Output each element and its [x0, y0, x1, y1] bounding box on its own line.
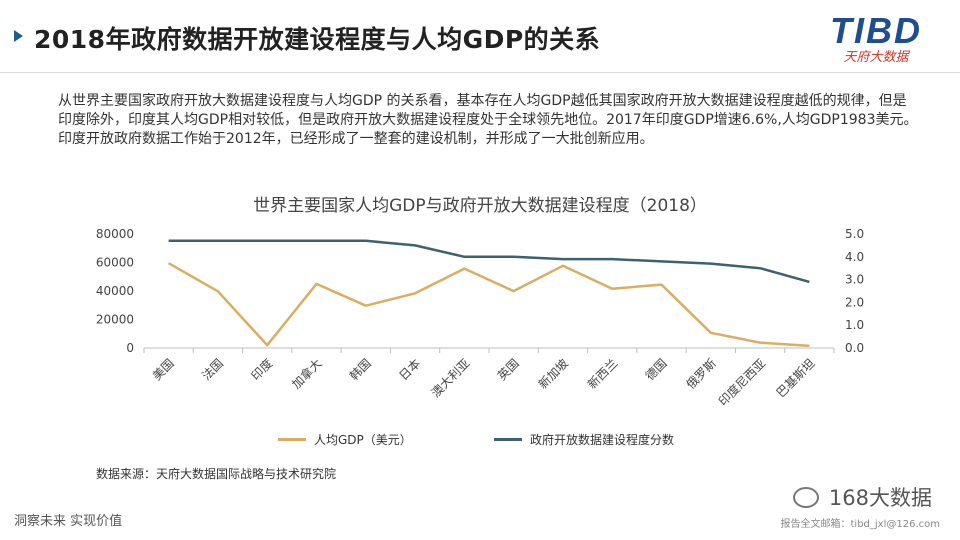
y-right-tick-label: 1.0	[845, 318, 864, 332]
y-right-tick-label: 5.0	[845, 227, 864, 241]
x-tick-label: 印度尼西亚	[715, 356, 768, 409]
x-tick-label: 韩国	[346, 356, 374, 384]
footer-slogan: 洞察未来 实现价值	[14, 514, 123, 529]
wechat-watermark: 168大数据	[792, 482, 932, 512]
wechat-account-name: 168大数据	[828, 486, 932, 510]
intro-paragraph: 从世界主要国家政府开放大数据建设程度与人均GDP 的关系看，基本存在人均GDP越…	[58, 93, 918, 147]
series-line-gdp	[167, 262, 810, 348]
x-tick-label: 俄罗斯	[684, 356, 719, 391]
series-line-score	[168, 239, 810, 284]
y-left-tick-label: 20000	[96, 313, 134, 327]
logo-sub-text: 天府大数据	[843, 50, 909, 65]
x-tick-label: 印度	[248, 356, 276, 384]
data-source-note: 数据来源：天府大数据国际战略与技术研究院	[96, 467, 337, 481]
footer-email: 报告全文邮箱：tibd_jxl@126.com	[780, 519, 941, 530]
wechat-icon	[792, 486, 819, 508]
header-divider	[0, 72, 960, 73]
legend-label-score: 政府开放数据建设程度分数	[530, 433, 675, 447]
x-tick-label: 巴基斯坦	[774, 356, 818, 400]
x-tick-label: 新加坡	[535, 356, 571, 392]
x-tick-label: 德国	[642, 356, 670, 384]
x-tick-label: 美国	[150, 356, 177, 383]
y-right-tick-label: 2.0	[845, 295, 864, 309]
x-tick-label: 新西兰	[584, 356, 620, 392]
chart-title: 世界主要国家人均GDP与政府开放大数据建设程度（2018）	[253, 196, 707, 216]
x-tick-label: 英国	[495, 356, 522, 383]
x-tick-label: 日本	[396, 356, 423, 383]
legend-item-gdp: 人均GDP（美元）	[278, 431, 412, 448]
x-tick-label: 加拿大	[289, 356, 325, 392]
y-left-tick-label: 0	[126, 341, 134, 355]
y-right-tick-label: 0.0	[845, 341, 864, 355]
logo-main-text: TIBD	[830, 10, 922, 51]
legend-label-gdp: 人均GDP（美元）	[314, 433, 412, 447]
x-tick-label: 澳大利亚	[429, 356, 473, 400]
legend-swatch-gdp	[278, 438, 306, 441]
title-marker-icon	[14, 30, 23, 42]
y-left-tick-label: 80000	[96, 227, 134, 241]
y-right-tick-label: 3.0	[845, 273, 864, 287]
page-title: 2018年政府数据开放建设程度与人均GDP的关系	[34, 25, 601, 54]
legend-swatch-score	[494, 438, 522, 441]
y-left-tick-label: 40000	[96, 284, 134, 298]
legend-item-score: 政府开放数据建设程度分数	[494, 431, 674, 448]
tibd-logo: TIBD 天府大数据	[816, 12, 936, 72]
y-left-tick-label: 60000	[96, 256, 134, 270]
y-right-tick-label: 4.0	[845, 250, 864, 264]
x-tick-label: 法国	[199, 356, 226, 383]
